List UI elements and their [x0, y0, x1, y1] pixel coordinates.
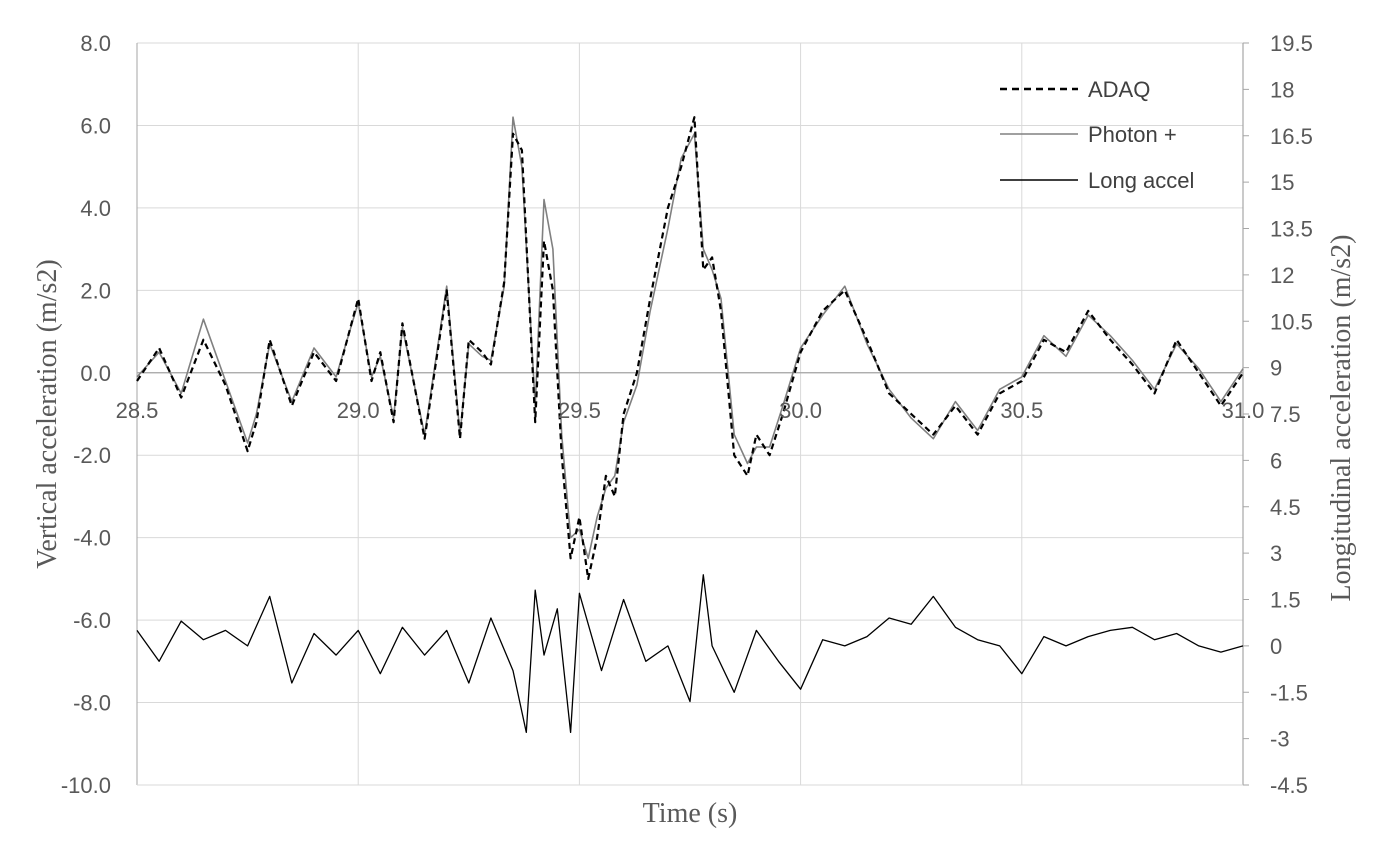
y2-tick-label: 18 — [1270, 77, 1294, 102]
y2-tick-label: 15 — [1270, 170, 1294, 195]
y2-tick-label: 4.5 — [1270, 495, 1301, 520]
y-tick-label: -10.0 — [61, 773, 111, 798]
y2-tick-label: 7.5 — [1270, 402, 1301, 427]
series-lines — [136, 116, 1244, 734]
y-tick-label: 0.0 — [80, 361, 111, 386]
legend: ADAQ Photon + Long accel — [1000, 77, 1194, 193]
x-tick-label: 28.5 — [116, 398, 159, 423]
y2-tick-label: 16.5 — [1270, 124, 1313, 149]
x-tick-label: 31.0 — [1222, 398, 1265, 423]
x-axis-title: Time (s) — [643, 798, 738, 829]
series-line-adaq — [136, 116, 1244, 581]
y-axis-title: Vertical acceleration (m/s2) — [32, 259, 63, 568]
y2-tick-label: -4.5 — [1270, 773, 1308, 798]
y-tick-label: 4.0 — [80, 196, 111, 221]
y2-tick-label: -1.5 — [1270, 680, 1308, 705]
x-tick-label: 29.5 — [558, 398, 601, 423]
x-tick-label: 29.0 — [337, 398, 380, 423]
y2-tick-label: 12 — [1270, 263, 1294, 288]
series-line-long-accel — [136, 574, 1244, 734]
y2-tick-label: 13.5 — [1270, 217, 1313, 242]
tick-labels: -10.0 -8.0 -6.0 -4.0 -2.0 0.0 2.0 4.0 6.0 8.0 28.5… — [61, 31, 1313, 798]
y2-tick-label: 6 — [1270, 448, 1282, 473]
y-tick-label: 6.0 — [80, 113, 111, 138]
axes — [136, 42, 1249, 786]
y2-tick-label: -3 — [1270, 727, 1290, 752]
series-line-photon — [136, 116, 1244, 560]
y-tick-label: 2.0 — [80, 278, 111, 303]
y2-tick-label: 3 — [1270, 541, 1282, 566]
legend-label-long-accel: Long accel — [1088, 168, 1194, 193]
y-tick-label: -4.0 — [73, 526, 111, 551]
y-tick-label: 8.0 — [80, 31, 111, 56]
y2-tick-label: 10.5 — [1270, 309, 1313, 334]
y2-tick-label: 9 — [1270, 356, 1282, 381]
y-tick-label: -6.0 — [73, 608, 111, 633]
x-tick-label: 30.0 — [779, 398, 822, 423]
x-tick-label: 30.5 — [1000, 398, 1043, 423]
y2-tick-label: 0 — [1270, 634, 1282, 659]
gridlines — [136, 42, 1244, 786]
y-tick-label: -2.0 — [73, 443, 111, 468]
y-tick-label: -8.0 — [73, 691, 111, 716]
legend-label-adaq: ADAQ — [1088, 77, 1150, 102]
y2-axis-title: Longitudinal acceleration (m/s2) — [1326, 235, 1357, 602]
y2-tick-label: 1.5 — [1270, 588, 1301, 613]
legend-label-photon: Photon + — [1088, 122, 1177, 147]
y2-tick-label: 19.5 — [1270, 31, 1313, 56]
